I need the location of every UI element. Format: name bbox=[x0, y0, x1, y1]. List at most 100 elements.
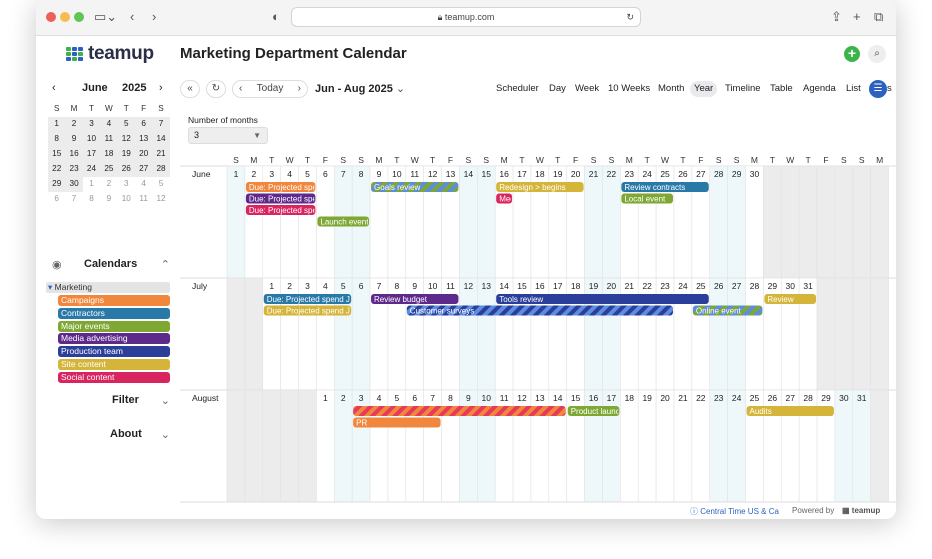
event-bar[interactable]: Review bbox=[764, 294, 817, 304]
reload-icon[interactable]: ↻ bbox=[626, 12, 634, 22]
mini-next-month-icon[interactable]: › bbox=[159, 82, 163, 94]
event-bar[interactable]: Product launc bbox=[567, 406, 620, 416]
view-tab-agenda[interactable]: Agenda bbox=[803, 83, 836, 94]
calendars-header[interactable]: ◉ Calendars ⌃ bbox=[48, 258, 170, 272]
event-bar[interactable]: Redesign > begins bbox=[496, 182, 584, 192]
mini-day-cell[interactable]: 17 bbox=[82, 147, 101, 162]
event-bar[interactable]: Mee bbox=[496, 193, 515, 204]
months-count-select[interactable]: 3 ▼ bbox=[188, 127, 268, 144]
day-cell[interactable] bbox=[727, 389, 746, 503]
footer-brand[interactable]: ▦ teamup bbox=[842, 506, 880, 515]
view-tab-list[interactable]: List bbox=[846, 83, 861, 94]
mini-day-cell[interactable]: 21 bbox=[152, 147, 170, 162]
view-tab-day[interactable]: Day bbox=[549, 83, 566, 94]
close-window-button[interactable] bbox=[46, 12, 56, 22]
day-cell[interactable] bbox=[637, 389, 657, 503]
day-cell[interactable] bbox=[477, 277, 496, 391]
mini-day-cell[interactable]: 8 bbox=[89, 194, 94, 203]
mini-day-cell[interactable]: 27 bbox=[134, 162, 153, 177]
filter-section[interactable]: Filter ⌄ bbox=[56, 394, 170, 408]
day-cell[interactable] bbox=[459, 165, 478, 279]
day-cell[interactable] bbox=[709, 389, 728, 503]
event-bar[interactable] bbox=[353, 406, 566, 416]
day-cell[interactable] bbox=[816, 277, 836, 391]
day-cell[interactable] bbox=[226, 165, 246, 279]
view-tab-10-weeks[interactable]: 10 Weeks bbox=[608, 83, 651, 94]
event-bar[interactable]: Review contracts bbox=[621, 182, 709, 192]
event-bar[interactable]: Due: Projected spend J bbox=[263, 294, 352, 304]
day-cell[interactable] bbox=[834, 165, 854, 279]
mini-day-cell[interactable]: 20 bbox=[134, 147, 153, 162]
mini-day-cell[interactable]: 11 bbox=[139, 194, 148, 203]
jump-back-button[interactable]: « bbox=[180, 80, 200, 98]
day-cell[interactable] bbox=[834, 389, 854, 503]
mini-day-cell[interactable]: 23 bbox=[65, 162, 83, 177]
mini-day-cell[interactable]: 12 bbox=[156, 194, 166, 203]
calendar-item[interactable]: Contractors bbox=[58, 307, 170, 319]
address-bar[interactable]: 🔒︎ teamup.com ↻ bbox=[291, 7, 641, 27]
teamup-logo[interactable]: teamup bbox=[66, 43, 154, 64]
mini-day-cell[interactable]: 9 bbox=[106, 194, 112, 203]
menu-button[interactable]: ☰ bbox=[869, 80, 887, 98]
mini-day-cell[interactable]: 1 bbox=[89, 179, 94, 188]
refresh-button[interactable]: ↻ bbox=[206, 80, 226, 98]
day-cell[interactable] bbox=[745, 165, 764, 279]
day-cell[interactable] bbox=[280, 389, 299, 503]
mini-day-cell[interactable]: 19 bbox=[117, 147, 135, 162]
event-bar[interactable]: Online event bbox=[692, 305, 763, 316]
about-section[interactable]: About ⌄ bbox=[56, 428, 170, 442]
today-button[interactable]: Today bbox=[256, 83, 284, 94]
search-button[interactable]: ⌕ bbox=[868, 45, 886, 63]
mini-day-cell[interactable]: 1 bbox=[48, 117, 66, 132]
new-tab-icon[interactable]: + bbox=[853, 9, 861, 24]
mini-day-cell[interactable]: 7 bbox=[71, 194, 77, 203]
day-cell[interactable] bbox=[852, 165, 871, 279]
mini-day-cell[interactable]: 13 bbox=[134, 132, 153, 147]
forward-arrow-icon[interactable]: › bbox=[152, 9, 157, 24]
event-bar[interactable]: Due: Projected spend J bbox=[245, 182, 332, 192]
privacy-shield-icon[interactable]: ◐ bbox=[272, 9, 280, 24]
mini-day-cell[interactable]: 10 bbox=[121, 194, 131, 203]
event-bar[interactable]: Due: Projected spend J bbox=[263, 305, 352, 316]
back-arrow-icon[interactable]: ‹ bbox=[130, 9, 135, 24]
mini-day-cell[interactable]: 24 bbox=[82, 162, 101, 177]
mini-day-cell[interactable]: 10 bbox=[82, 132, 101, 147]
mini-day-cell[interactable]: 29 bbox=[48, 177, 66, 192]
sidebar-toggle-icon[interactable]: ▭⌄ bbox=[94, 9, 118, 24]
day-cell[interactable] bbox=[852, 277, 871, 391]
day-cell[interactable] bbox=[780, 165, 800, 279]
day-cell[interactable] bbox=[459, 277, 478, 391]
mini-day-cell[interactable]: 3 bbox=[123, 179, 129, 188]
day-cell[interactable] bbox=[745, 277, 764, 391]
chevron-up-icon[interactable]: ⌃ bbox=[160, 259, 170, 271]
view-tab-timeline[interactable]: Timeline bbox=[725, 83, 761, 94]
mini-day-cell[interactable]: 8 bbox=[48, 132, 66, 147]
day-cell[interactable] bbox=[727, 165, 746, 279]
mini-day-cell[interactable]: 6 bbox=[54, 194, 59, 203]
day-cell[interactable] bbox=[316, 389, 335, 503]
mini-day-cell[interactable]: 6 bbox=[134, 117, 153, 132]
mini-month-label[interactable]: June bbox=[82, 82, 108, 94]
day-cell[interactable] bbox=[834, 277, 854, 391]
mini-day-cell[interactable]: 18 bbox=[100, 147, 118, 162]
day-cell[interactable] bbox=[727, 277, 746, 391]
mini-day-cell[interactable]: 16 bbox=[65, 147, 83, 162]
event-bar[interactable]: Customer surveys bbox=[406, 305, 673, 316]
mini-day-cell[interactable]: 30 bbox=[65, 177, 83, 192]
event-bar[interactable]: Due: Projected spend J bbox=[245, 193, 332, 204]
add-event-button[interactable]: + bbox=[844, 46, 860, 62]
mini-day-cell[interactable]: 22 bbox=[48, 162, 66, 177]
day-cell[interactable] bbox=[816, 165, 836, 279]
mini-year-label[interactable]: 2025 bbox=[122, 82, 147, 94]
event-bar[interactable]: PR bbox=[353, 417, 441, 428]
day-cell[interactable] bbox=[852, 389, 871, 503]
next-period-icon[interactable]: › bbox=[297, 83, 301, 94]
view-tab-year[interactable]: Year bbox=[690, 81, 718, 97]
calendar-item[interactable]: Social content bbox=[58, 371, 170, 383]
mini-day-cell[interactable]: 26 bbox=[117, 162, 135, 177]
day-cell[interactable] bbox=[262, 389, 281, 503]
maximize-window-button[interactable] bbox=[74, 12, 84, 22]
mini-day-cell[interactable]: 4 bbox=[141, 179, 146, 188]
minimize-window-button[interactable] bbox=[60, 12, 70, 22]
day-cell[interactable] bbox=[798, 165, 818, 279]
